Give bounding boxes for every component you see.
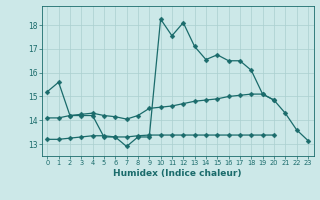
X-axis label: Humidex (Indice chaleur): Humidex (Indice chaleur) bbox=[113, 169, 242, 178]
